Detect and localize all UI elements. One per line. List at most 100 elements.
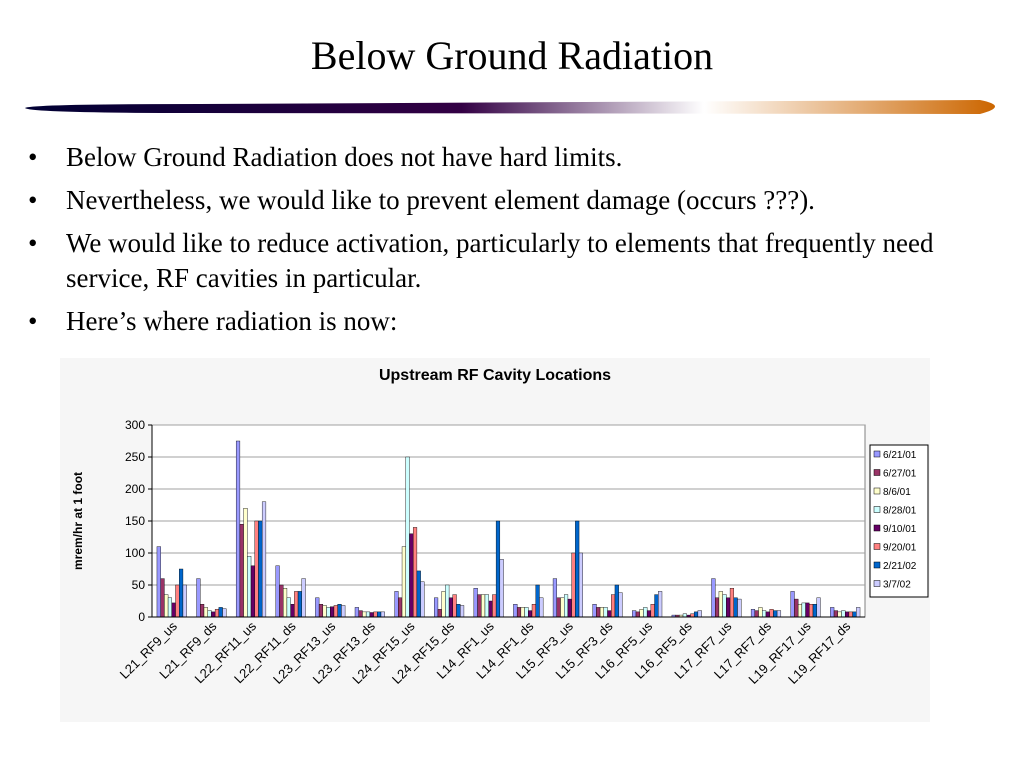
bar bbox=[369, 612, 374, 618]
legend-label: 6/21/01 bbox=[883, 450, 917, 461]
bar bbox=[481, 594, 486, 618]
bar bbox=[275, 565, 280, 618]
bullet: Nevertheless, we would like to prevent e… bbox=[28, 183, 1018, 218]
y-tick-label: 300 bbox=[125, 418, 145, 432]
bar bbox=[654, 594, 659, 618]
chart-title: Upstream RF Cavity Locations bbox=[379, 367, 611, 384]
legend-label: 2/21/02 bbox=[883, 561, 917, 572]
bar bbox=[614, 584, 619, 618]
bar bbox=[805, 602, 810, 618]
bar bbox=[250, 565, 255, 618]
bar bbox=[322, 605, 327, 618]
bar bbox=[693, 611, 699, 618]
bar bbox=[776, 610, 782, 618]
legend-swatch bbox=[873, 561, 881, 569]
bar bbox=[531, 603, 536, 618]
bar bbox=[261, 501, 267, 618]
bar bbox=[448, 597, 453, 618]
bar bbox=[365, 611, 371, 618]
bar bbox=[646, 610, 652, 618]
bar bbox=[816, 597, 821, 618]
legend-label: 9/10/01 bbox=[883, 524, 917, 535]
bar bbox=[441, 591, 446, 618]
bar bbox=[632, 610, 637, 618]
bar bbox=[769, 609, 774, 618]
legend-label: 3/7/02 bbox=[883, 580, 911, 591]
bar bbox=[330, 606, 335, 618]
bar bbox=[409, 533, 414, 618]
bar bbox=[420, 581, 425, 618]
bar bbox=[575, 520, 580, 618]
bar bbox=[560, 597, 565, 618]
bar bbox=[200, 603, 205, 618]
bar bbox=[301, 578, 306, 618]
bar bbox=[354, 607, 359, 618]
bar bbox=[830, 607, 835, 618]
bar bbox=[726, 597, 731, 618]
bar bbox=[377, 611, 382, 618]
bar bbox=[337, 603, 342, 618]
bar bbox=[801, 602, 806, 618]
bar bbox=[528, 610, 533, 618]
bar bbox=[380, 611, 385, 618]
bullet: Below Ground Radiation does not have har… bbox=[28, 140, 1018, 175]
bar bbox=[635, 611, 640, 618]
bar bbox=[524, 607, 529, 618]
bar bbox=[520, 607, 525, 618]
bar bbox=[639, 609, 644, 618]
bar bbox=[333, 605, 338, 618]
bar bbox=[856, 607, 861, 618]
bar bbox=[214, 609, 220, 618]
bullet: We would like to reduce activation, part… bbox=[28, 226, 1018, 296]
y-tick-label: 50 bbox=[132, 578, 146, 592]
bar bbox=[750, 609, 756, 618]
bar bbox=[315, 597, 320, 618]
y-tick-label: 200 bbox=[125, 482, 145, 496]
bar bbox=[222, 608, 227, 618]
bar bbox=[596, 607, 601, 618]
legend-swatch bbox=[873, 450, 881, 458]
bar bbox=[592, 603, 597, 618]
legend-swatch bbox=[873, 469, 881, 476]
bar bbox=[765, 611, 770, 618]
bar bbox=[358, 610, 363, 618]
bar bbox=[243, 507, 248, 618]
bar bbox=[535, 584, 540, 618]
bar bbox=[473, 587, 478, 618]
bar bbox=[733, 597, 738, 618]
y-tick-label: 100 bbox=[125, 546, 145, 560]
bar bbox=[156, 546, 161, 618]
y-axis-label: mrem/hr at 1 foot bbox=[71, 472, 85, 570]
bar bbox=[722, 594, 727, 618]
bar bbox=[790, 591, 795, 618]
bar bbox=[235, 440, 241, 618]
bar bbox=[175, 584, 180, 618]
bar bbox=[611, 594, 616, 618]
bar bbox=[182, 584, 187, 618]
bar bbox=[715, 597, 720, 618]
bar bbox=[247, 555, 252, 618]
bar bbox=[179, 568, 184, 618]
bullet: Here’s where radiation is now: bbox=[28, 304, 1018, 339]
bar bbox=[279, 584, 284, 618]
bar bbox=[812, 603, 817, 618]
bar bbox=[718, 591, 723, 618]
legend-swatch bbox=[873, 487, 881, 495]
bar bbox=[697, 610, 702, 618]
bar bbox=[599, 607, 605, 618]
bar bbox=[405, 456, 410, 618]
bar bbox=[341, 605, 346, 618]
bar bbox=[833, 610, 838, 618]
bar bbox=[171, 602, 176, 618]
bar bbox=[239, 523, 244, 618]
bar bbox=[837, 611, 842, 618]
bar bbox=[452, 594, 457, 618]
bar bbox=[539, 597, 544, 618]
bar bbox=[196, 578, 201, 618]
bar bbox=[567, 598, 572, 618]
bar bbox=[326, 607, 331, 618]
bar bbox=[841, 610, 846, 618]
bar bbox=[488, 600, 493, 618]
